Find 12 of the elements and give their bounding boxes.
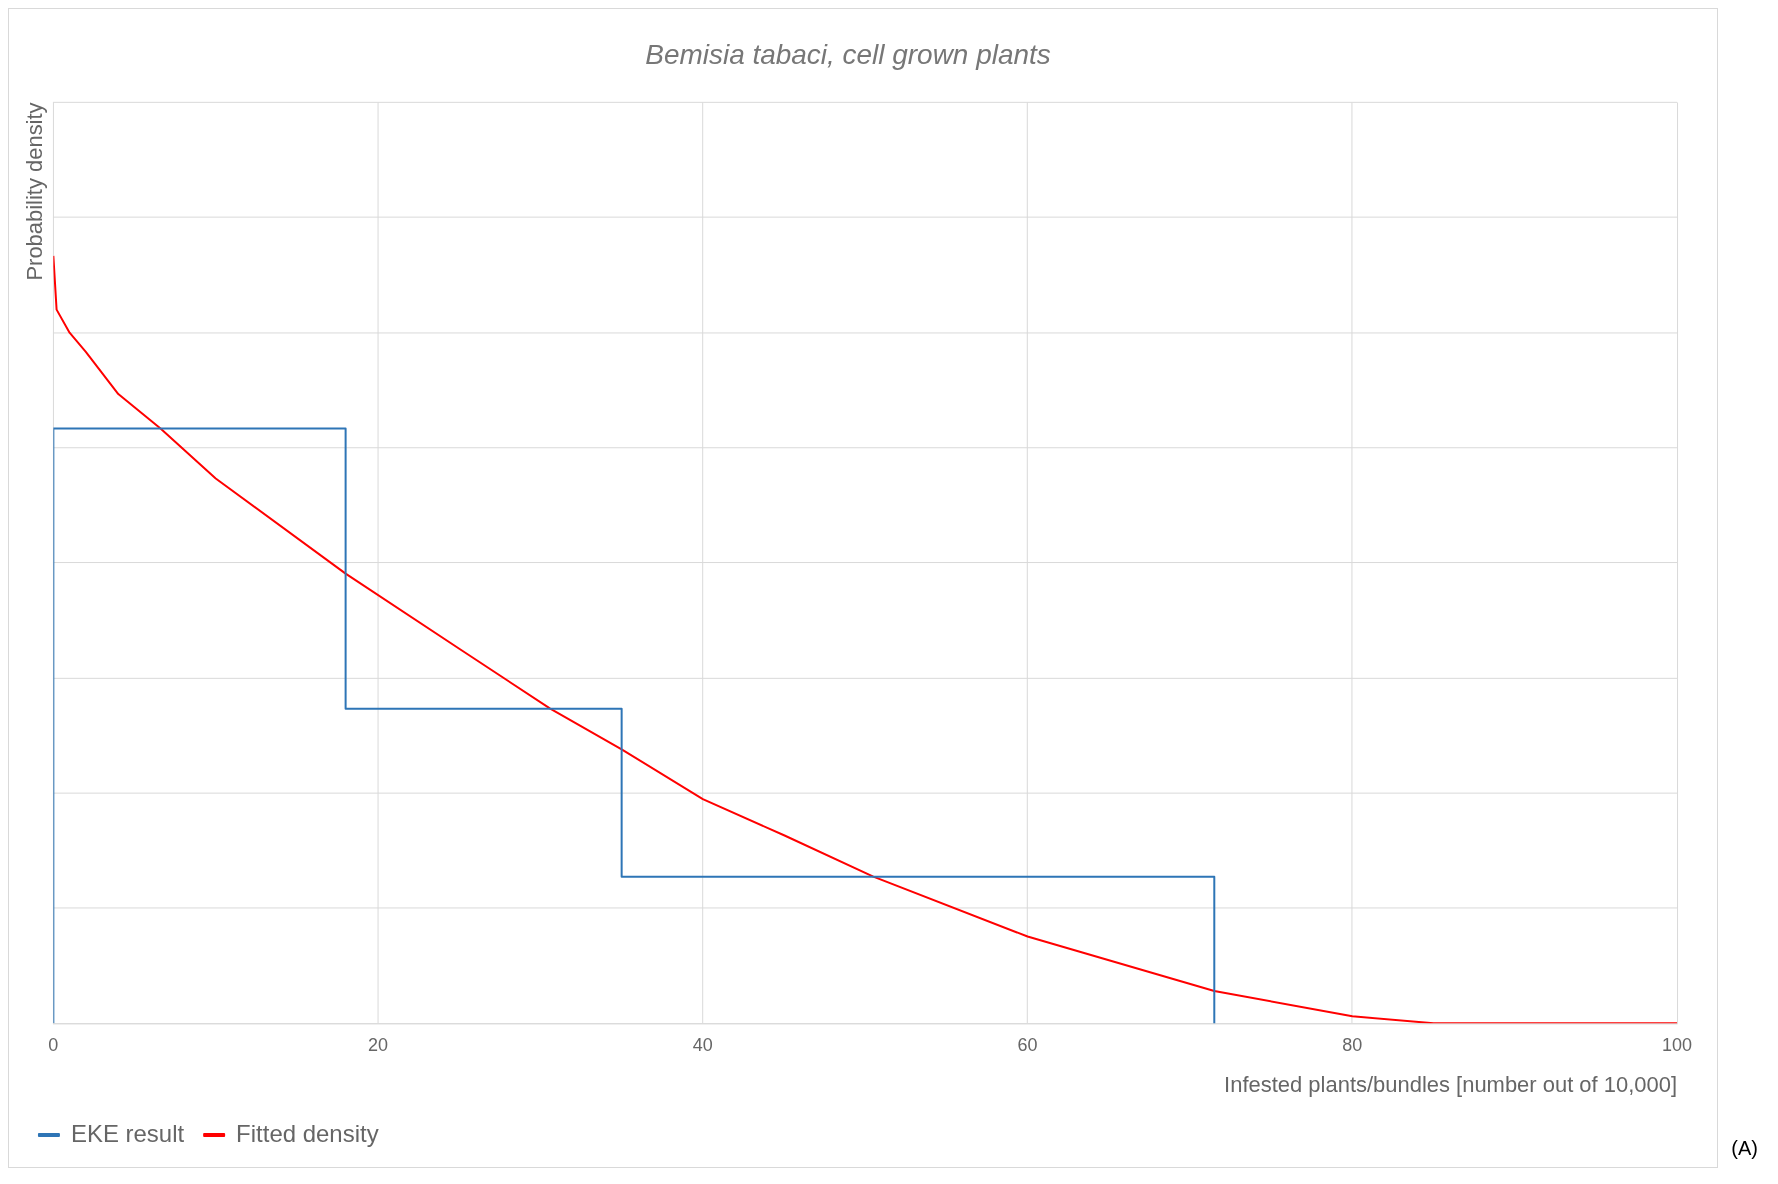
legend-label: Fitted density [236, 1119, 379, 1147]
x-tick-label: 100 [1662, 1034, 1693, 1055]
text: (A) [1731, 1137, 1758, 1160]
x-tick-label: 20 [368, 1034, 389, 1055]
x-axis-title: Infested plants/bundles [number out of 10,000] [1224, 1072, 1678, 1097]
x-tick-label: 60 [1017, 1034, 1038, 1055]
y-axis-title: Probability density [22, 102, 48, 281]
x-tick-label: 40 [692, 1034, 713, 1055]
x-tick-label: 80 [1342, 1034, 1363, 1055]
x-tick-label: 0 [48, 1034, 59, 1055]
chart-title: Bemisia tabaci, cell grown plants [645, 38, 1051, 70]
legend-label: EKE result [70, 1119, 185, 1147]
